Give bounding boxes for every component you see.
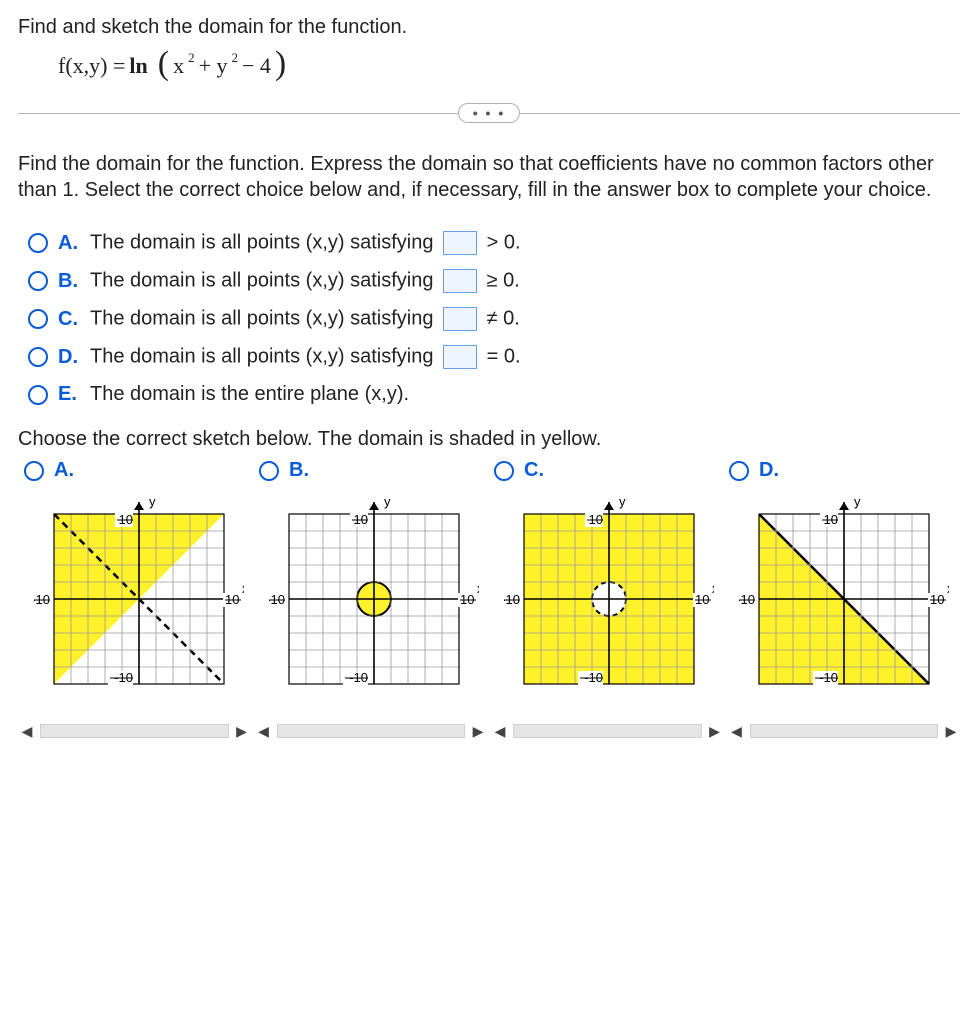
choice-suffix: = 0. [481, 345, 520, 367]
answer-box-c[interactable] [443, 307, 477, 331]
formula-term-0: x [173, 53, 184, 79]
formula-term-2: − 4 [242, 53, 271, 79]
choice-letter: E. [58, 383, 80, 406]
radio-b[interactable] [28, 271, 48, 291]
graph-letter: C. [524, 459, 546, 482]
answer-box-a[interactable] [443, 231, 477, 255]
choice-letter: B. [58, 270, 80, 293]
divider-line-left [18, 113, 458, 114]
choice-text: The domain is all points (x,y) satisfyin… [90, 345, 521, 369]
expand-dots-button[interactable]: • • • [458, 103, 520, 123]
graph-svg-a: xy-101010-10 [34, 494, 244, 704]
formula-exp-1: 2 [232, 50, 239, 66]
graph-svg-b: xy-101010-10 [269, 494, 479, 704]
graph-scrollbar: ◀▶ [728, 722, 961, 740]
graph-head: B. [259, 459, 490, 482]
answer-box-b[interactable] [443, 269, 477, 293]
choice-text: The domain is all points (x,y) satisfyin… [90, 269, 520, 293]
graph-scrollbar: ◀▶ [491, 722, 724, 740]
choice-suffix: ≠ 0. [481, 307, 520, 329]
choice-letter: A. [58, 232, 80, 255]
scroll-track[interactable] [40, 724, 229, 738]
answer-instructions: Find the domain for the function. Expres… [18, 151, 960, 203]
scroll-track[interactable] [513, 724, 702, 738]
graph-svg-wrap: xy-101010-10 [727, 494, 960, 704]
choice-letter: C. [58, 308, 80, 331]
choice-row-b: B. The domain is all points (x,y) satisfy… [28, 269, 960, 293]
scroll-track[interactable] [750, 724, 939, 738]
scroll-right-button[interactable]: ▶ [469, 722, 487, 740]
scroll-right-button[interactable]: ▶ [233, 722, 251, 740]
choice-suffix: > 0. [481, 231, 520, 253]
choice-text: The domain is all points (x,y) satisfyin… [90, 307, 520, 331]
choice-text: The domain is the entire plane (x,y). [90, 383, 409, 406]
graph-row: A.xy-101010-10B.xy-101010-10C.xy-101010-… [22, 459, 960, 704]
question-prompt: Find and sketch the domain for the funct… [18, 16, 960, 39]
svg-text:y: y [384, 494, 391, 509]
scroll-right-button[interactable]: ▶ [942, 722, 960, 740]
choice-row-c: C. The domain is all points (x,y) satisfy… [28, 307, 960, 331]
choice-text-main: The domain is all points (x,y) satisfyin… [90, 231, 439, 253]
graph-svg-c: xy-101010-10 [504, 494, 714, 704]
graph-letter: A. [54, 459, 76, 482]
choice-suffix: ≥ 0. [481, 269, 520, 291]
section-divider: • • • [18, 103, 960, 123]
scroll-left-button[interactable]: ◀ [18, 722, 36, 740]
choice-text-main: The domain is all points (x,y) satisfyin… [90, 269, 439, 291]
graph-column-c: C.xy-101010-10 [492, 459, 725, 704]
graph-letter: D. [759, 459, 781, 482]
graph-column-a: A.xy-101010-10 [22, 459, 255, 704]
scroll-left-button[interactable]: ◀ [255, 722, 273, 740]
formula-term-1: + y [199, 53, 228, 79]
graph-radio-c[interactable] [494, 461, 514, 481]
graph-radio-b[interactable] [259, 461, 279, 481]
graph-letter: B. [289, 459, 311, 482]
graph-scrollbar: ◀▶ [18, 722, 251, 740]
choice-text-main: The domain is all points (x,y) satisfyin… [90, 307, 439, 329]
svg-text:y: y [149, 494, 156, 509]
formula-fn: ln [129, 53, 147, 79]
graph-scrollbar: ◀▶ [255, 722, 488, 740]
graph-head: A. [24, 459, 255, 482]
choice-row-d: D. The domain is all points (x,y) satisfy… [28, 345, 960, 369]
scroll-row: ◀▶◀▶◀▶◀▶ [18, 722, 960, 740]
function-formula: f(x,y) = ln ( x2 + y2 − 4 ) [58, 53, 960, 79]
graph-svg-wrap: xy-101010-10 [492, 494, 725, 704]
formula-prefix: f(x,y) = [58, 53, 125, 79]
svg-text:x: x [477, 581, 479, 596]
choice-text: The domain is all points (x,y) satisfyin… [90, 231, 521, 255]
graph-column-d: D.xy-101010-10 [727, 459, 960, 704]
radio-d[interactable] [28, 347, 48, 367]
scroll-right-button[interactable]: ▶ [706, 722, 724, 740]
svg-text:y: y [619, 494, 626, 509]
graph-column-b: B.xy-101010-10 [257, 459, 490, 704]
choice-list: A. The domain is all points (x,y) satisfy… [28, 231, 960, 406]
graph-radio-d[interactable] [729, 461, 749, 481]
graph-head: C. [494, 459, 725, 482]
svg-text:x: x [947, 581, 949, 596]
svg-text:x: x [242, 581, 244, 596]
graph-svg-wrap: xy-101010-10 [257, 494, 490, 704]
formula-exp-0: 2 [188, 50, 195, 66]
answer-box-d[interactable] [443, 345, 477, 369]
radio-c[interactable] [28, 309, 48, 329]
choice-text-main: The domain is the entire plane (x,y). [90, 383, 409, 405]
choice-letter: D. [58, 346, 80, 369]
divider-line-right [520, 113, 960, 114]
sketch-prompt: Choose the correct sketch below. The dom… [18, 428, 960, 451]
choice-row-e: E. The domain is the entire plane (x,y). [28, 383, 960, 406]
svg-text:y: y [854, 494, 861, 509]
graph-svg-d: xy-101010-10 [739, 494, 949, 704]
scroll-left-button[interactable]: ◀ [728, 722, 746, 740]
scroll-left-button[interactable]: ◀ [491, 722, 509, 740]
graph-svg-wrap: xy-101010-10 [22, 494, 255, 704]
graph-radio-a[interactable] [24, 461, 44, 481]
scroll-track[interactable] [277, 724, 466, 738]
choice-text-main: The domain is all points (x,y) satisfyin… [90, 345, 439, 367]
svg-text:x: x [712, 581, 714, 596]
graph-head: D. [729, 459, 960, 482]
radio-e[interactable] [28, 385, 48, 405]
radio-a[interactable] [28, 233, 48, 253]
choice-row-a: A. The domain is all points (x,y) satisfy… [28, 231, 960, 255]
